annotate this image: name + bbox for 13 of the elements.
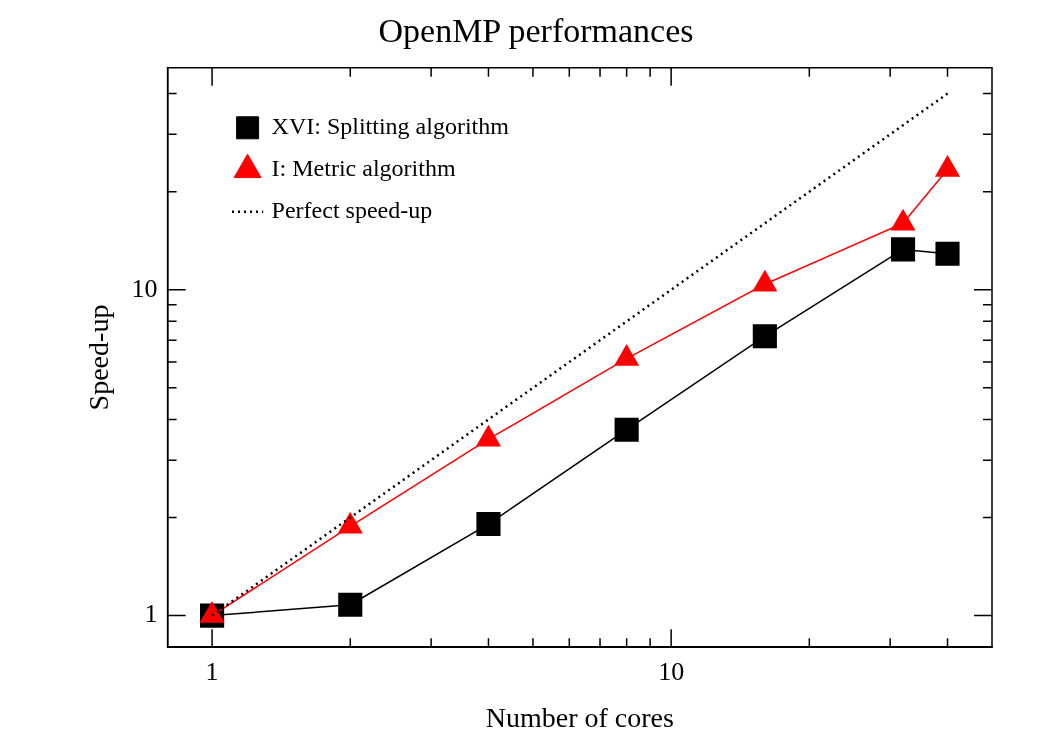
- point: [614, 344, 639, 366]
- y-axis-title: Speed-up: [83, 304, 115, 411]
- point: [752, 270, 777, 292]
- chart-title: OpenMP performances: [378, 12, 694, 50]
- point: [476, 511, 501, 537]
- legend-label: XVI: Splitting algorithm: [271, 113, 510, 140]
- legend-label: I: Metric algorithm: [271, 155, 456, 182]
- x-axis-title: Number of cores: [485, 701, 674, 733]
- legend-label: Perfect speed-up: [271, 197, 433, 224]
- point: [891, 209, 916, 231]
- point: [338, 592, 363, 617]
- point: [614, 417, 639, 442]
- point: [476, 425, 501, 447]
